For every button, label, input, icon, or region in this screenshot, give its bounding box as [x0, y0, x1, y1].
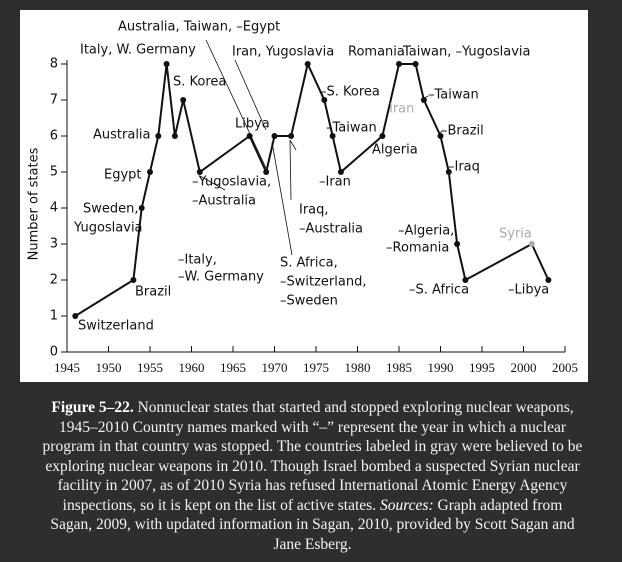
x-tick-label: 1970: [262, 360, 288, 375]
annotation: Iran: [389, 102, 414, 117]
caption: Figure 5–22. Nonnuclear states that star…: [40, 398, 585, 554]
annotation: –Italy,: [178, 253, 217, 268]
data-point: [138, 205, 145, 211]
annotation: –Algeria,: [398, 224, 454, 239]
leader-line: [234, 59, 267, 131]
data-point: [155, 133, 162, 139]
annotation: Switzerland: [78, 319, 154, 334]
annotation: Australia: [93, 128, 151, 143]
caption-text: Nonnuclear states that started and stopp…: [42, 399, 583, 514]
data-point: [163, 61, 170, 67]
annotation: –W. Germany: [178, 270, 264, 285]
caption-label: Figure 5–22.: [51, 399, 134, 416]
annotation: –S. Africa: [409, 283, 469, 298]
y-axis-label: Number of states: [27, 147, 42, 260]
sources-label: Sources:: [379, 496, 434, 514]
data-point: [412, 61, 419, 67]
chart-background: [20, 10, 588, 382]
leader-line: [205, 39, 267, 169]
annotation: Iraq,: [299, 203, 329, 218]
annotation: Australia, Taiwan, –Egypt: [118, 20, 280, 35]
data-point: [321, 97, 328, 103]
x-tick-label: 1990: [428, 360, 454, 375]
data-point: [72, 313, 79, 319]
data-point: [437, 133, 444, 139]
data-point: [379, 133, 386, 139]
data-point: [130, 277, 137, 283]
data-point: [288, 133, 295, 139]
annotation: –Taiwan: [326, 121, 377, 136]
annotation: –Australia: [192, 194, 256, 209]
x-tick-label: 1955: [137, 360, 163, 375]
annotation: –Iraq: [448, 160, 480, 175]
data-point: [420, 97, 427, 103]
leader-line: [271, 141, 293, 256]
annotation: Libya: [235, 117, 270, 132]
data-point: [545, 277, 552, 283]
annotation: Italy, W. Germany: [80, 43, 196, 58]
annotation: S. Africa,: [280, 256, 338, 271]
x-tick-label: 1980: [345, 360, 371, 375]
annotation: –Iran: [319, 175, 351, 190]
chart: Number of states 0 1 2 3 4 5 6 7 8 1945 1950 1955 19…: [20, 10, 588, 382]
y-tick-label: 5: [50, 165, 58, 180]
x-tick-label: 2000: [511, 360, 537, 375]
data-point: [329, 133, 336, 139]
data-point: [454, 241, 461, 247]
data-point: [396, 61, 402, 67]
x-tick-label: 1995: [469, 360, 495, 375]
x-tick-label: 2005: [552, 360, 578, 375]
annotation: S. Korea: [173, 75, 226, 90]
annotation: Iran, Yugoslavia: [232, 45, 334, 60]
data-point: [337, 169, 344, 175]
data-point: [196, 169, 203, 175]
annotation: Syria: [499, 227, 532, 242]
annotation: –Yugoslavia,: [192, 175, 271, 190]
annotation: –Taiwan: [428, 88, 479, 103]
y-tick-label: 0: [50, 345, 58, 360]
data-point: [304, 61, 311, 67]
y-tick-label: 7: [50, 93, 58, 108]
annotation: –Sweden: [280, 294, 338, 309]
leader-line: [289, 139, 292, 201]
y-tick-label: 4: [50, 201, 58, 216]
x-tick-label: 1965: [220, 360, 246, 375]
annotation: –Australia: [299, 222, 363, 237]
annotation: Yugoslavia: [73, 221, 143, 236]
data-point: [147, 169, 153, 175]
y-tick-label: 2: [50, 273, 58, 288]
leader-line: [199, 175, 226, 191]
data-point: [445, 169, 452, 175]
annotation: –Libya: [508, 283, 549, 298]
annotation: –Switzerland,: [280, 275, 366, 290]
sources-text: Graph adapted from Sagan, 2009, with upd…: [50, 496, 575, 553]
x-tick-label: 1950: [96, 360, 122, 375]
annotation: Sweden,: [83, 202, 139, 217]
annotation: Romania: [348, 45, 405, 60]
x-tick-label: 1945: [54, 360, 80, 375]
annotation: Brazil: [135, 285, 171, 300]
annotation: Algeria: [372, 143, 418, 158]
leader-line: [289, 139, 297, 151]
y-tick-label: 3: [50, 237, 58, 252]
data-point: [246, 133, 253, 139]
data-point: [462, 277, 469, 283]
data-point: [180, 97, 187, 103]
data-point: [263, 169, 270, 175]
x-tick-label: 1975: [303, 360, 329, 375]
annotation: Taiwan, –Yugoslavia: [402, 45, 531, 60]
annotation: –Brazil: [441, 124, 484, 139]
annotation: –S. Korea: [320, 85, 380, 100]
y-tick-label: 1: [50, 309, 58, 324]
y-tick-label: 6: [50, 129, 58, 144]
annotation: –Romania: [386, 241, 449, 256]
x-tick-label: 1985: [386, 360, 412, 375]
data-point: [171, 133, 178, 139]
annotation: Egypt: [104, 168, 142, 183]
data-point: [271, 133, 278, 139]
x-tick-label: 1960: [179, 360, 205, 375]
y-tick-label: 8: [50, 57, 58, 72]
data-point: [528, 241, 535, 247]
